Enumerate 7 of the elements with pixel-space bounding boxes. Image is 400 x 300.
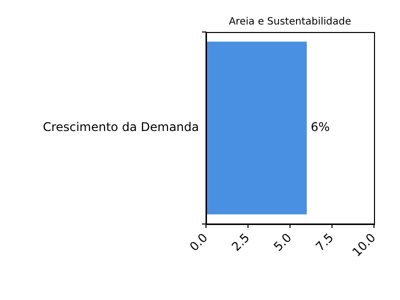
y-tick-label: Crescimento da Demanda [42, 120, 199, 134]
data-label: 6% [310, 120, 330, 134]
chart-title: Areia e Sustentabilidade [228, 16, 352, 28]
x-tick-label: 2.5 [228, 230, 252, 254]
x-tick-label: 5.0 [270, 230, 294, 254]
x-tick-label: 0.0 [186, 230, 210, 254]
x-tick-label: 7.5 [312, 230, 336, 254]
